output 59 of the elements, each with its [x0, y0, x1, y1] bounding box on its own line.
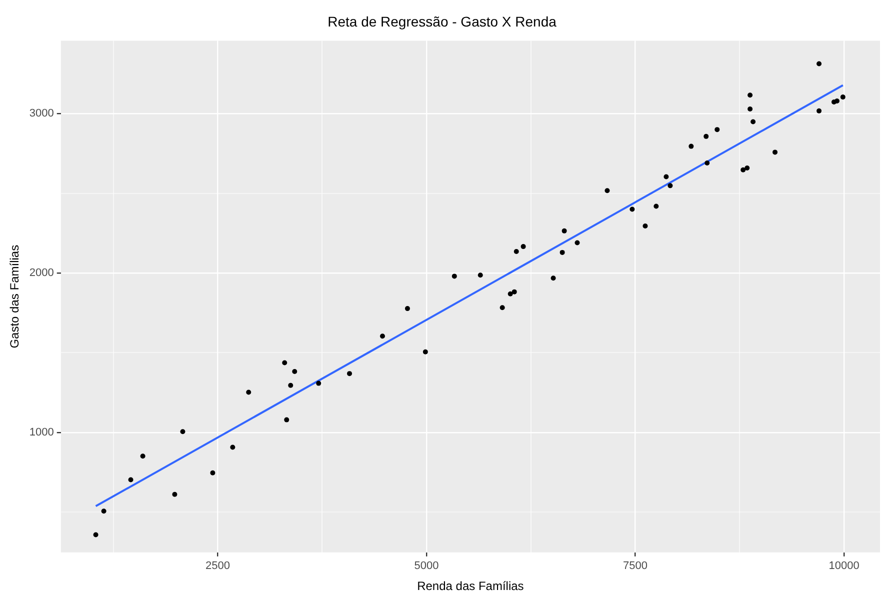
x-tick-label: 2500 — [205, 560, 230, 572]
point — [93, 532, 98, 538]
point — [316, 380, 322, 386]
point — [520, 244, 526, 250]
point — [422, 349, 428, 354]
point — [284, 417, 290, 422]
point — [740, 167, 746, 172]
point — [750, 119, 756, 124]
point — [834, 98, 840, 104]
point — [574, 240, 580, 246]
point — [704, 134, 709, 139]
point — [550, 276, 556, 281]
point — [816, 61, 822, 66]
point — [478, 272, 483, 278]
point — [452, 274, 457, 279]
x-axis-title: Renda das Famílias — [417, 579, 524, 594]
point — [840, 94, 846, 100]
x-tick-label: 10000 — [828, 560, 860, 572]
y-axis-title: Gasto das Famílias — [8, 244, 22, 348]
point — [500, 305, 505, 310]
y-tick-label: 2000 — [29, 267, 54, 280]
x-tick-label: 5000 — [414, 560, 439, 572]
point — [101, 508, 106, 514]
point — [210, 470, 216, 476]
y-tick-label: 3000 — [29, 108, 54, 120]
point — [664, 174, 669, 180]
point — [748, 92, 753, 98]
point — [748, 106, 753, 112]
point — [172, 492, 178, 497]
point — [292, 369, 298, 374]
point — [654, 204, 659, 209]
point — [714, 127, 720, 132]
point — [704, 160, 710, 166]
point — [512, 289, 517, 294]
x-tick-label: 7500 — [623, 560, 648, 572]
point — [347, 371, 352, 376]
point — [140, 454, 146, 459]
point — [816, 108, 822, 114]
point — [642, 223, 648, 228]
point — [282, 360, 288, 366]
point — [180, 429, 186, 434]
point — [508, 291, 513, 296]
point — [744, 165, 750, 170]
point — [230, 444, 236, 450]
point — [514, 248, 519, 254]
point — [604, 188, 610, 194]
point — [560, 250, 565, 255]
y-tick-label: 1000 — [29, 426, 54, 438]
point — [128, 477, 134, 482]
point — [772, 150, 778, 155]
point — [404, 306, 410, 312]
point — [688, 144, 694, 149]
point — [380, 334, 385, 339]
point — [288, 382, 294, 388]
point — [562, 228, 567, 234]
point — [246, 390, 252, 395]
chart-title: Reta de Regressão - Gasto X Renda — [328, 13, 557, 30]
point — [668, 183, 673, 188]
point — [630, 206, 635, 212]
